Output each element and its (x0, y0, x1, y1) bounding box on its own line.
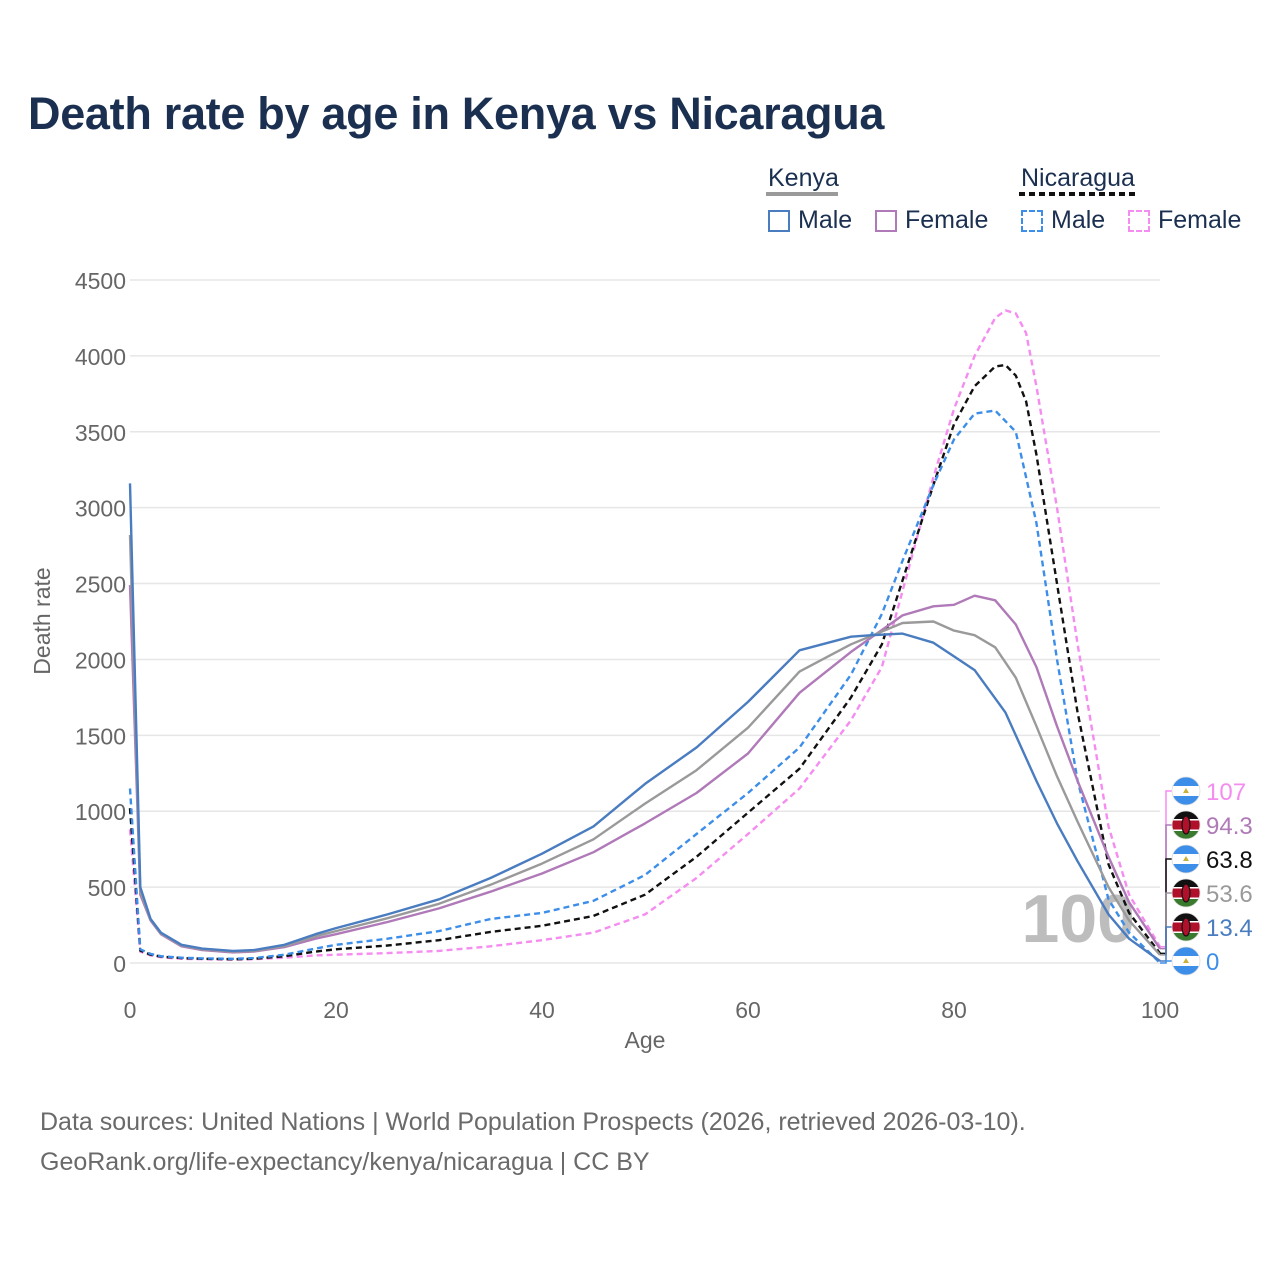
page-title: Death rate by age in Kenya vs Nicaragua (28, 88, 885, 139)
grid-lines (130, 279, 1160, 964)
y-tick-label: 3500 (75, 420, 126, 446)
x-tick-label: 20 (323, 997, 349, 1023)
legend-label-nicaragua-female: Female (1158, 206, 1242, 234)
legend-item-nicaragua-female[interactable]: Female (1128, 206, 1241, 235)
y-tick-label: 4500 (75, 268, 126, 294)
legend-group-kenya: Kenya (768, 164, 839, 192)
legend-item-kenya-female[interactable]: Female (875, 206, 988, 235)
nicaragua-flag-icon (1171, 844, 1201, 874)
legend-swatch-nicaragua-male (1021, 209, 1043, 232)
footer-link[interactable]: GeoRank.org/life-expectancy/kenya/nicara… (40, 1148, 650, 1176)
y-axis-label: Death rate (29, 567, 55, 674)
y-tick-label: 4000 (75, 344, 126, 370)
x-tick-label: 60 (735, 997, 761, 1023)
x-tick-label: 40 (529, 997, 555, 1023)
legend-line-nicaragua (1019, 192, 1139, 196)
y-tick-label: 2500 (75, 572, 126, 598)
series-lines (128, 309, 1162, 964)
legend-label-kenya-male: Male (798, 206, 853, 234)
y-axis-ticks: 0 500 1000 1500 2000 2500 3000 3500 4000 4500 (75, 268, 126, 977)
x-axis-label: Age (625, 1027, 666, 1053)
end-value-label: 94.3 (1206, 813, 1253, 840)
legend-label-nicaragua-male: Male (1051, 206, 1106, 234)
kenya-flag-icon (1171, 810, 1201, 840)
end-labels: 107 94.3 63.8 53.6 13.4 0 (1160, 776, 1253, 976)
legend-item-kenya-male[interactable]: Male (768, 206, 852, 235)
y-tick-label: 2000 (75, 647, 126, 673)
x-tick-label: 100 (1141, 997, 1179, 1023)
kenya-flag-icon (1171, 878, 1201, 908)
y-tick-label: 3000 (75, 496, 126, 522)
x-tick-label: 80 (941, 997, 967, 1023)
end-value-label: 107 (1206, 779, 1246, 806)
series-line-nicaragua-total (128, 363, 1161, 961)
end-value-label: 13.4 (1206, 915, 1253, 942)
end-connector (1160, 926, 1172, 962)
nicaragua-flag-icon (1171, 776, 1201, 806)
legend-swatch-kenya-female (875, 209, 897, 232)
end-value-label: 53.6 (1206, 881, 1253, 908)
legend-group-nicaragua: Nicaragua (1021, 164, 1135, 192)
y-tick-label: 1000 (75, 799, 126, 825)
legend-swatch-kenya-male (768, 209, 790, 232)
nicaragua-flag-icon (1171, 946, 1201, 976)
legend-line-kenya (766, 192, 838, 196)
end-value-label: 63.8 (1206, 847, 1253, 874)
y-tick-label: 0 (113, 951, 126, 977)
series-line-nicaragua-female (128, 309, 1162, 961)
legend-label-kenya-female: Female (905, 206, 989, 234)
x-tick-label: 0 (124, 997, 137, 1023)
legend-item-nicaragua-male[interactable]: Male (1021, 206, 1105, 235)
y-tick-label: 500 (88, 875, 126, 901)
current-age-watermark: 100 (1022, 881, 1135, 957)
series-line-kenya-total (128, 534, 1161, 956)
x-axis-ticks: 0 20 40 60 80 100 (124, 997, 1180, 1023)
y-tick-label: 1500 (75, 723, 126, 749)
series-line-nicaragua-male (128, 409, 1161, 964)
footer-sources: Data sources: United Nations | World Pop… (40, 1108, 1026, 1136)
end-connector (1160, 960, 1172, 964)
series-line-kenya-female (128, 585, 1161, 954)
series-line-kenya-male (128, 483, 1161, 962)
end-connector (1160, 892, 1172, 956)
legend-swatch-nicaragua-female (1128, 209, 1150, 232)
kenya-flag-icon (1171, 912, 1201, 942)
end-value-label: 0 (1206, 949, 1219, 976)
